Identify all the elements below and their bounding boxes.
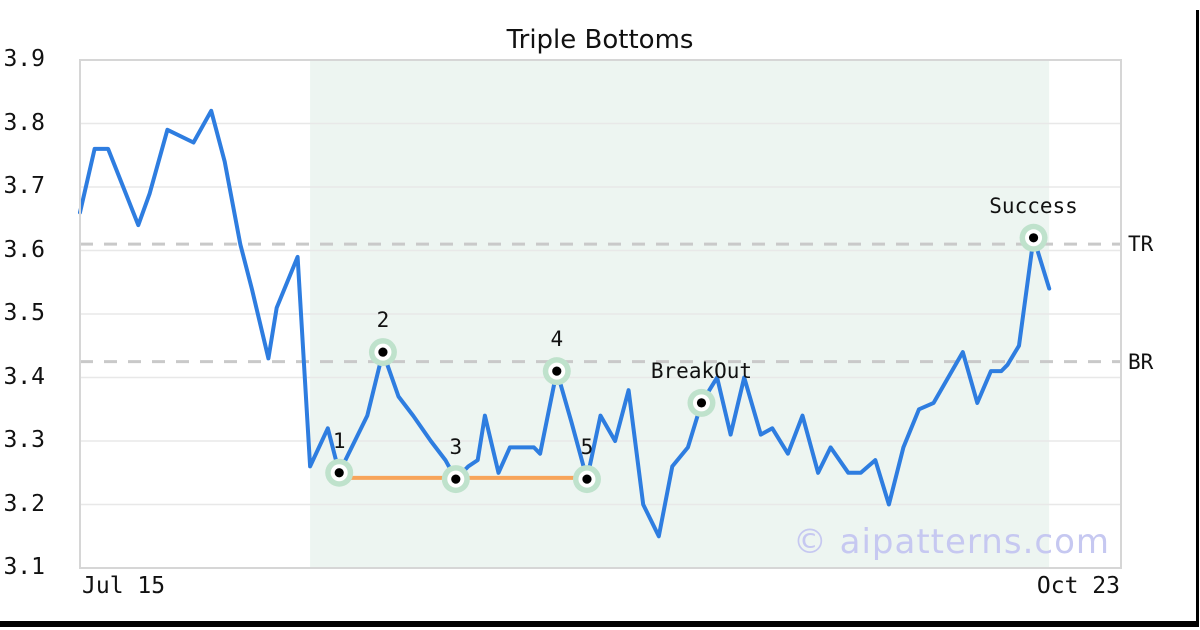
marker-label-5: 5 [580, 435, 594, 460]
y-tick-label: 3.1 [3, 554, 45, 580]
watermark: © aipatterns.com [792, 522, 1110, 562]
level-label-tr: TR [1128, 232, 1154, 257]
y-tick-label: 3.7 [3, 173, 45, 199]
level-label-br: BR [1128, 349, 1154, 374]
x-axis-label-end: Oct 23 [1036, 573, 1120, 599]
right-border [1196, 10, 1199, 627]
marker-label-2: 2 [376, 308, 390, 333]
marker-dot [1028, 233, 1039, 243]
marker-label-1: 1 [332, 428, 346, 453]
marker-dot [378, 347, 388, 357]
marker-label-3: 3 [449, 435, 463, 460]
marker-dot [552, 366, 562, 376]
marker-label-success: Success [989, 193, 1078, 218]
y-tick-label: 3.9 [3, 46, 45, 72]
y-tick-label: 3.8 [3, 109, 45, 136]
marker-dot [696, 398, 707, 408]
y-tick-label: 3.4 [3, 363, 45, 390]
marker-dot [451, 474, 461, 484]
chart-title: Triple Bottoms [506, 25, 694, 55]
marker-label-4: 4 [550, 327, 564, 352]
price-line [78, 108, 1052, 539]
y-tick-label: 3.3 [3, 427, 45, 453]
plot-frame [79, 59, 1122, 569]
x-axis-label-start: Jul 15 [82, 573, 166, 599]
y-tick-label: 3.6 [3, 236, 45, 263]
marker-label-breakout: BreakOut [650, 358, 753, 383]
y-tick-label: 3.5 [3, 300, 45, 326]
bottom-border [0, 621, 1198, 627]
marker-dot [582, 474, 592, 484]
marker-dot [334, 468, 344, 478]
y-tick-label: 3.2 [3, 490, 45, 517]
